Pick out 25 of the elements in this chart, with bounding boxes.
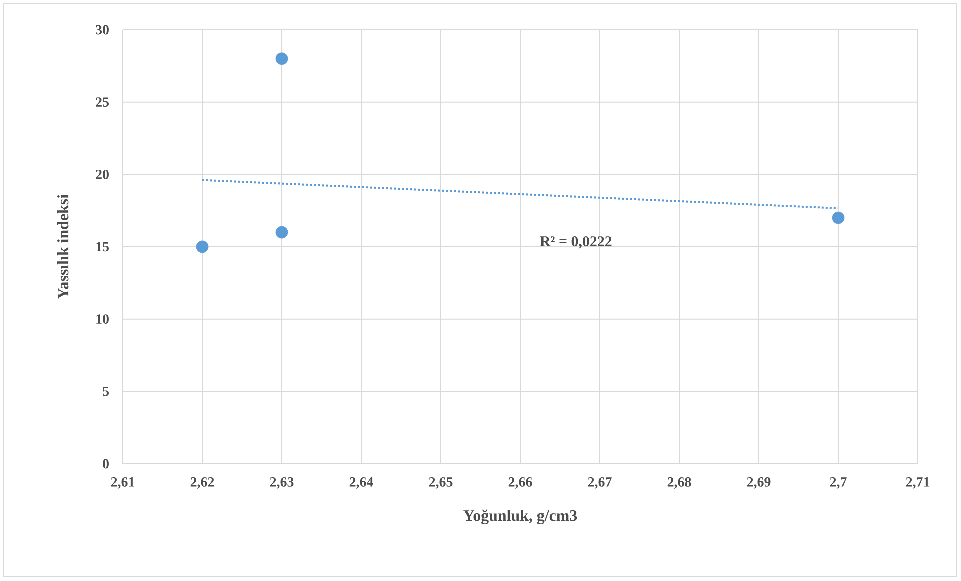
- x-tick-label: 2,62: [190, 478, 214, 489]
- x-tick-label: 2,65: [429, 478, 453, 489]
- y-tick-label: 15: [96, 242, 109, 252]
- y-axis-title: Yassılık indeksi: [57, 194, 69, 300]
- point: [196, 240, 209, 254]
- x-tick-label: 2,69: [747, 478, 771, 489]
- x-tick-label: 2,71: [906, 478, 930, 489]
- x-axis-title: Yoğunluk, g/cm3: [464, 510, 578, 525]
- annotation: R² = 0,0222: [540, 236, 612, 249]
- y-tick-label: 20: [96, 170, 109, 180]
- point: [832, 212, 845, 224]
- y-tick-label: 25: [96, 98, 109, 108]
- y-tick-label: 30: [96, 25, 109, 35]
- x-tick-label: 2,61: [111, 478, 134, 489]
- y-tick-label: 0: [103, 459, 109, 469]
- point: [276, 52, 288, 66]
- y-tick-label: 5: [103, 387, 109, 396]
- y-tick-label: 10: [96, 314, 109, 324]
- x-tick-label: 2,66: [508, 478, 532, 489]
- x-tick-label: 2,63: [270, 478, 294, 489]
- x-tick-label: 2,64: [350, 478, 374, 489]
- point: [276, 226, 288, 239]
- x-tick-label: 2,67: [588, 478, 612, 489]
- x-tick-label: 2,68: [668, 478, 692, 489]
- x-tick-label: 2,7: [830, 478, 847, 489]
